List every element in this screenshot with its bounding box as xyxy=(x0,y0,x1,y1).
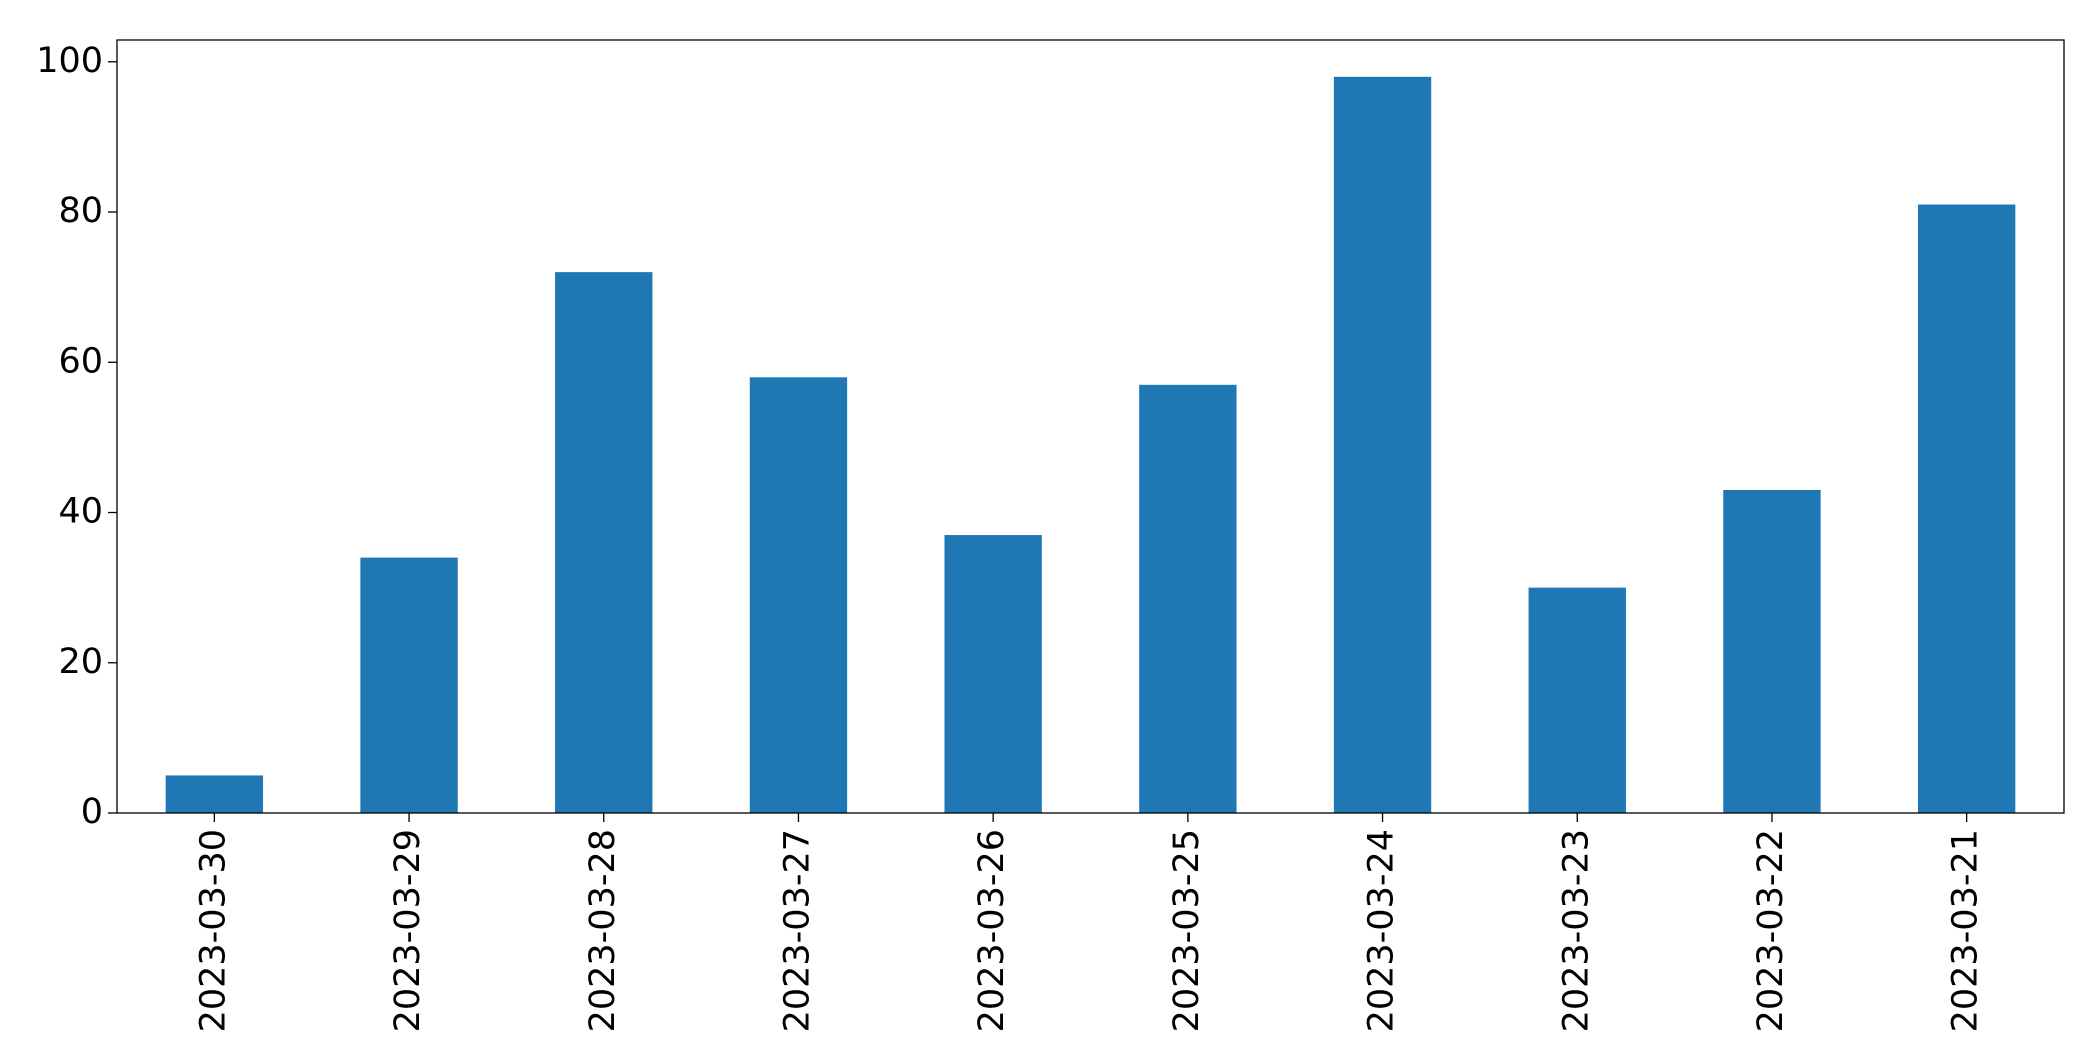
bar xyxy=(360,557,458,813)
x-tick-label: 2023-03-23 xyxy=(1556,829,1596,1032)
bar xyxy=(1139,384,1237,813)
plot-frame xyxy=(116,39,2065,814)
y-tick-label: 40 xyxy=(58,492,103,532)
y-tick-label: 60 xyxy=(58,341,103,381)
x-tick-label: 2023-03-22 xyxy=(1751,829,1791,1032)
bar xyxy=(944,535,1042,813)
bar xyxy=(1917,204,2016,813)
bar xyxy=(1723,489,1821,813)
y-tick-label: 0 xyxy=(81,792,103,832)
bar xyxy=(1528,587,1626,813)
bar xyxy=(165,775,264,813)
bar xyxy=(749,377,848,813)
bar xyxy=(1333,76,1432,814)
bar xyxy=(555,272,653,813)
x-tick-label: 2023-03-27 xyxy=(777,829,817,1032)
y-tick-label: 100 xyxy=(36,41,103,81)
y-tick-label: 20 xyxy=(58,642,103,682)
x-tick-label: 2023-03-30 xyxy=(193,829,233,1032)
x-tick-label: 2023-03-21 xyxy=(1946,829,1986,1032)
x-tick-label: 2023-03-24 xyxy=(1362,829,1402,1032)
x-tick-label: 2023-03-26 xyxy=(972,829,1012,1032)
y-tick-label: 80 xyxy=(58,191,103,231)
x-tick-label: 2023-03-28 xyxy=(583,829,623,1032)
x-tick-label: 2023-03-29 xyxy=(388,829,428,1032)
x-tick-label: 2023-03-25 xyxy=(1167,829,1207,1032)
